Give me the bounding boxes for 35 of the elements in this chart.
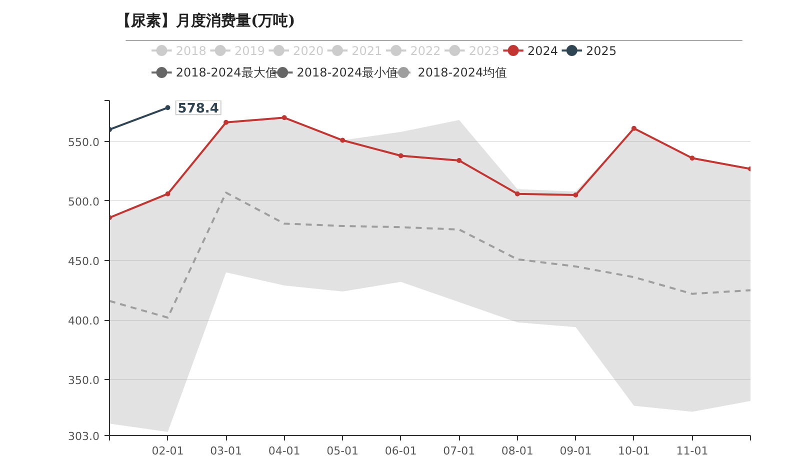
y-tick-label: 350.0 [68,374,100,388]
legend-label: 2024 [527,44,558,58]
x-tick-label: 04-01 [268,444,300,458]
x-tick-label: 11-01 [676,444,708,458]
point [398,153,404,158]
point [631,126,636,131]
x-tick-label: 02-01 [152,444,184,458]
x-tick-label: 08-01 [501,444,534,458]
y-tick-label: 550.0 [68,136,100,149]
point [573,192,578,198]
point [224,120,229,125]
point [514,191,520,196]
legend-label: 2018-2024最大值 [176,66,278,80]
legend-label: 2025 [586,44,617,58]
point [690,156,695,161]
x-tick-label: 05-01 [326,444,359,458]
point [456,158,462,163]
legend-label: 2018-2024最小值 [296,66,398,80]
legend-label: 2018-2024均值 [418,66,508,80]
x-tick-label: 10-01 [618,444,650,458]
x-tick-label: 06-01 [384,444,417,458]
point [340,138,346,143]
y-tick-label: 303.0 [68,430,100,443]
y-tick-label: 500.0 [68,195,100,208]
chart-title: 【尿素】月度消费量(万吨) [116,12,296,30]
y-tick-label: 450.0 [68,255,100,268]
x-tick-label: 03-01 [210,444,242,458]
point [165,191,170,196]
point [165,105,170,110]
y-tick-label: 400.0 [68,314,100,328]
x-tick-label: 09-01 [560,444,592,458]
x-tick-label: 07-01 [443,444,476,458]
point [282,115,287,120]
line-series [110,192,750,319]
annotation: 578.4 [178,102,219,117]
